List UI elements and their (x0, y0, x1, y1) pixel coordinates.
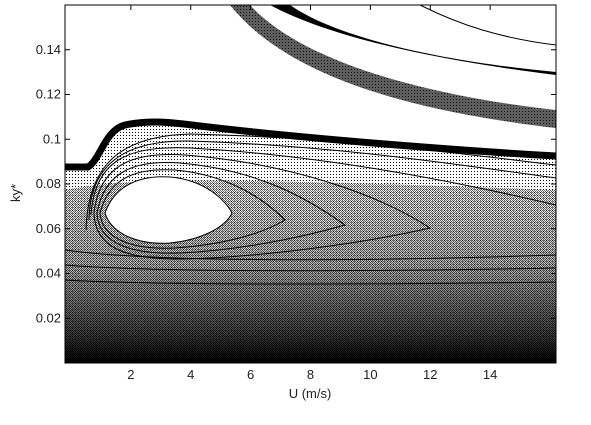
x-tick-label: 2 (127, 367, 134, 382)
y-tick-label: 0.06 (36, 221, 61, 236)
y-tick-label: 0.12 (36, 87, 61, 102)
x-tick-label: 14 (483, 367, 497, 382)
y-tick-label: 0.04 (36, 266, 61, 281)
contour-field (65, 5, 556, 363)
x-tick-label: 4 (187, 367, 194, 382)
y-tick-label: 0.14 (36, 42, 61, 57)
x-tick-label: 8 (307, 367, 314, 382)
y-tick-label: 0.08 (36, 176, 61, 191)
x-axis-label: U (m/s) (289, 386, 332, 401)
y-axis-label: ky* (8, 184, 23, 202)
y-tick-label: 0.1 (43, 131, 61, 146)
x-tick-label: 6 (247, 367, 254, 382)
x-tick-label: 10 (363, 367, 377, 382)
x-tick-label: 12 (423, 367, 437, 382)
y-tick-label: 0.02 (36, 310, 61, 325)
